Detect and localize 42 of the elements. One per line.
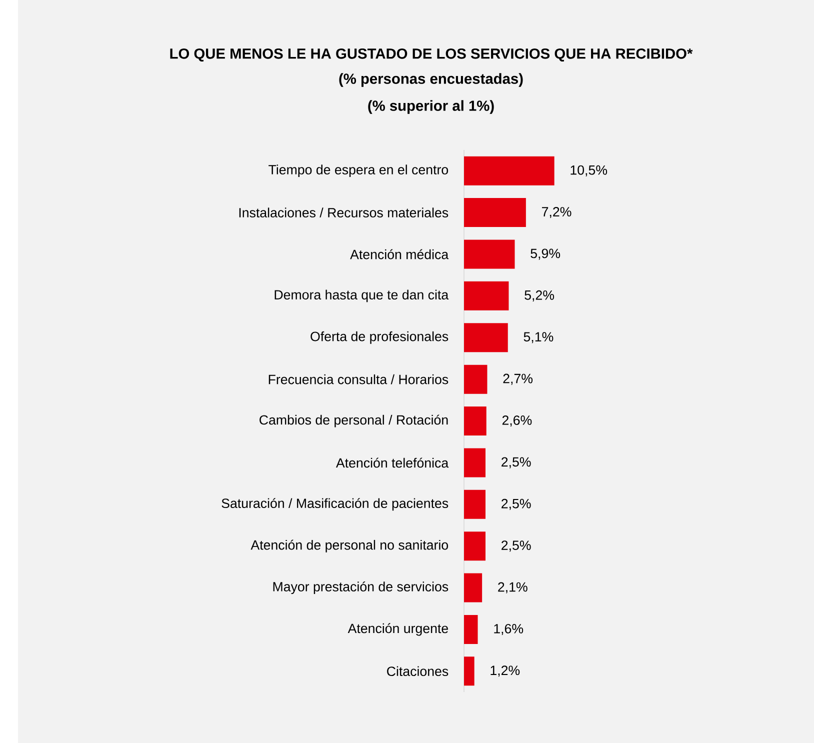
bar <box>464 490 486 519</box>
y-tick-label: Instalaciones / Recursos materiales <box>239 208 448 218</box>
bar <box>464 532 486 561</box>
y-tick-label: Atención de personal no sanitario <box>250 540 448 552</box>
bar <box>464 240 515 269</box>
y-tick-label: Saturación / Masificación de pacientes <box>222 498 448 511</box>
data-label: 7,2% <box>542 207 572 218</box>
bar <box>464 156 554 186</box>
y-tick-label: Demora hasta que te dan cita <box>274 290 449 302</box>
y-tick-label: Atención médica <box>350 249 449 260</box>
bar <box>464 656 474 686</box>
y-tick-label: Oferta de profesionales <box>310 331 448 344</box>
data-label: 2,1% <box>498 582 528 594</box>
bar <box>464 364 488 394</box>
bar <box>464 406 486 436</box>
bar <box>464 614 478 644</box>
y-tick-label: Mayor prestación de servicios <box>273 581 448 594</box>
y-tick-label: Atención telefónica <box>336 458 449 468</box>
y-tick-label: Tiempo de espera en el centro <box>268 164 448 178</box>
data-label: 2,6% <box>502 416 532 427</box>
bar <box>464 198 526 228</box>
y-tick-label: Citaciones <box>387 666 448 676</box>
data-label: 2,7% <box>503 374 533 385</box>
bar <box>464 281 509 310</box>
y-tick-label: Frecuencia consulta / Horarios <box>268 374 448 384</box>
bar <box>464 573 482 602</box>
data-label: 2,5% <box>502 540 531 552</box>
data-label: 2,5% <box>502 498 531 510</box>
data-label: 10,5% <box>570 165 608 176</box>
bar <box>464 323 508 352</box>
data-label: 1,6% <box>494 624 524 635</box>
chart-title: LO QUE MENOS LE HA GUSTADO DE LOS SERVICIOS QUE HA RECIBIDO* <box>170 48 693 62</box>
y-tick-label: Atención urgente <box>348 623 448 636</box>
data-label: 2,5% <box>502 457 531 468</box>
data-label: 1,2% <box>490 666 520 677</box>
chart-subtitle: (% personas encuestadas) <box>339 73 523 87</box>
text: (% superior al 1%) <box>368 100 494 114</box>
data-label: 5,9% <box>530 248 560 260</box>
bar <box>464 448 486 478</box>
data-label: 5,1% <box>524 332 554 344</box>
y-tick-label: Cambios de personal / Rotación <box>260 414 448 428</box>
data-label: 5,2% <box>524 290 554 302</box>
